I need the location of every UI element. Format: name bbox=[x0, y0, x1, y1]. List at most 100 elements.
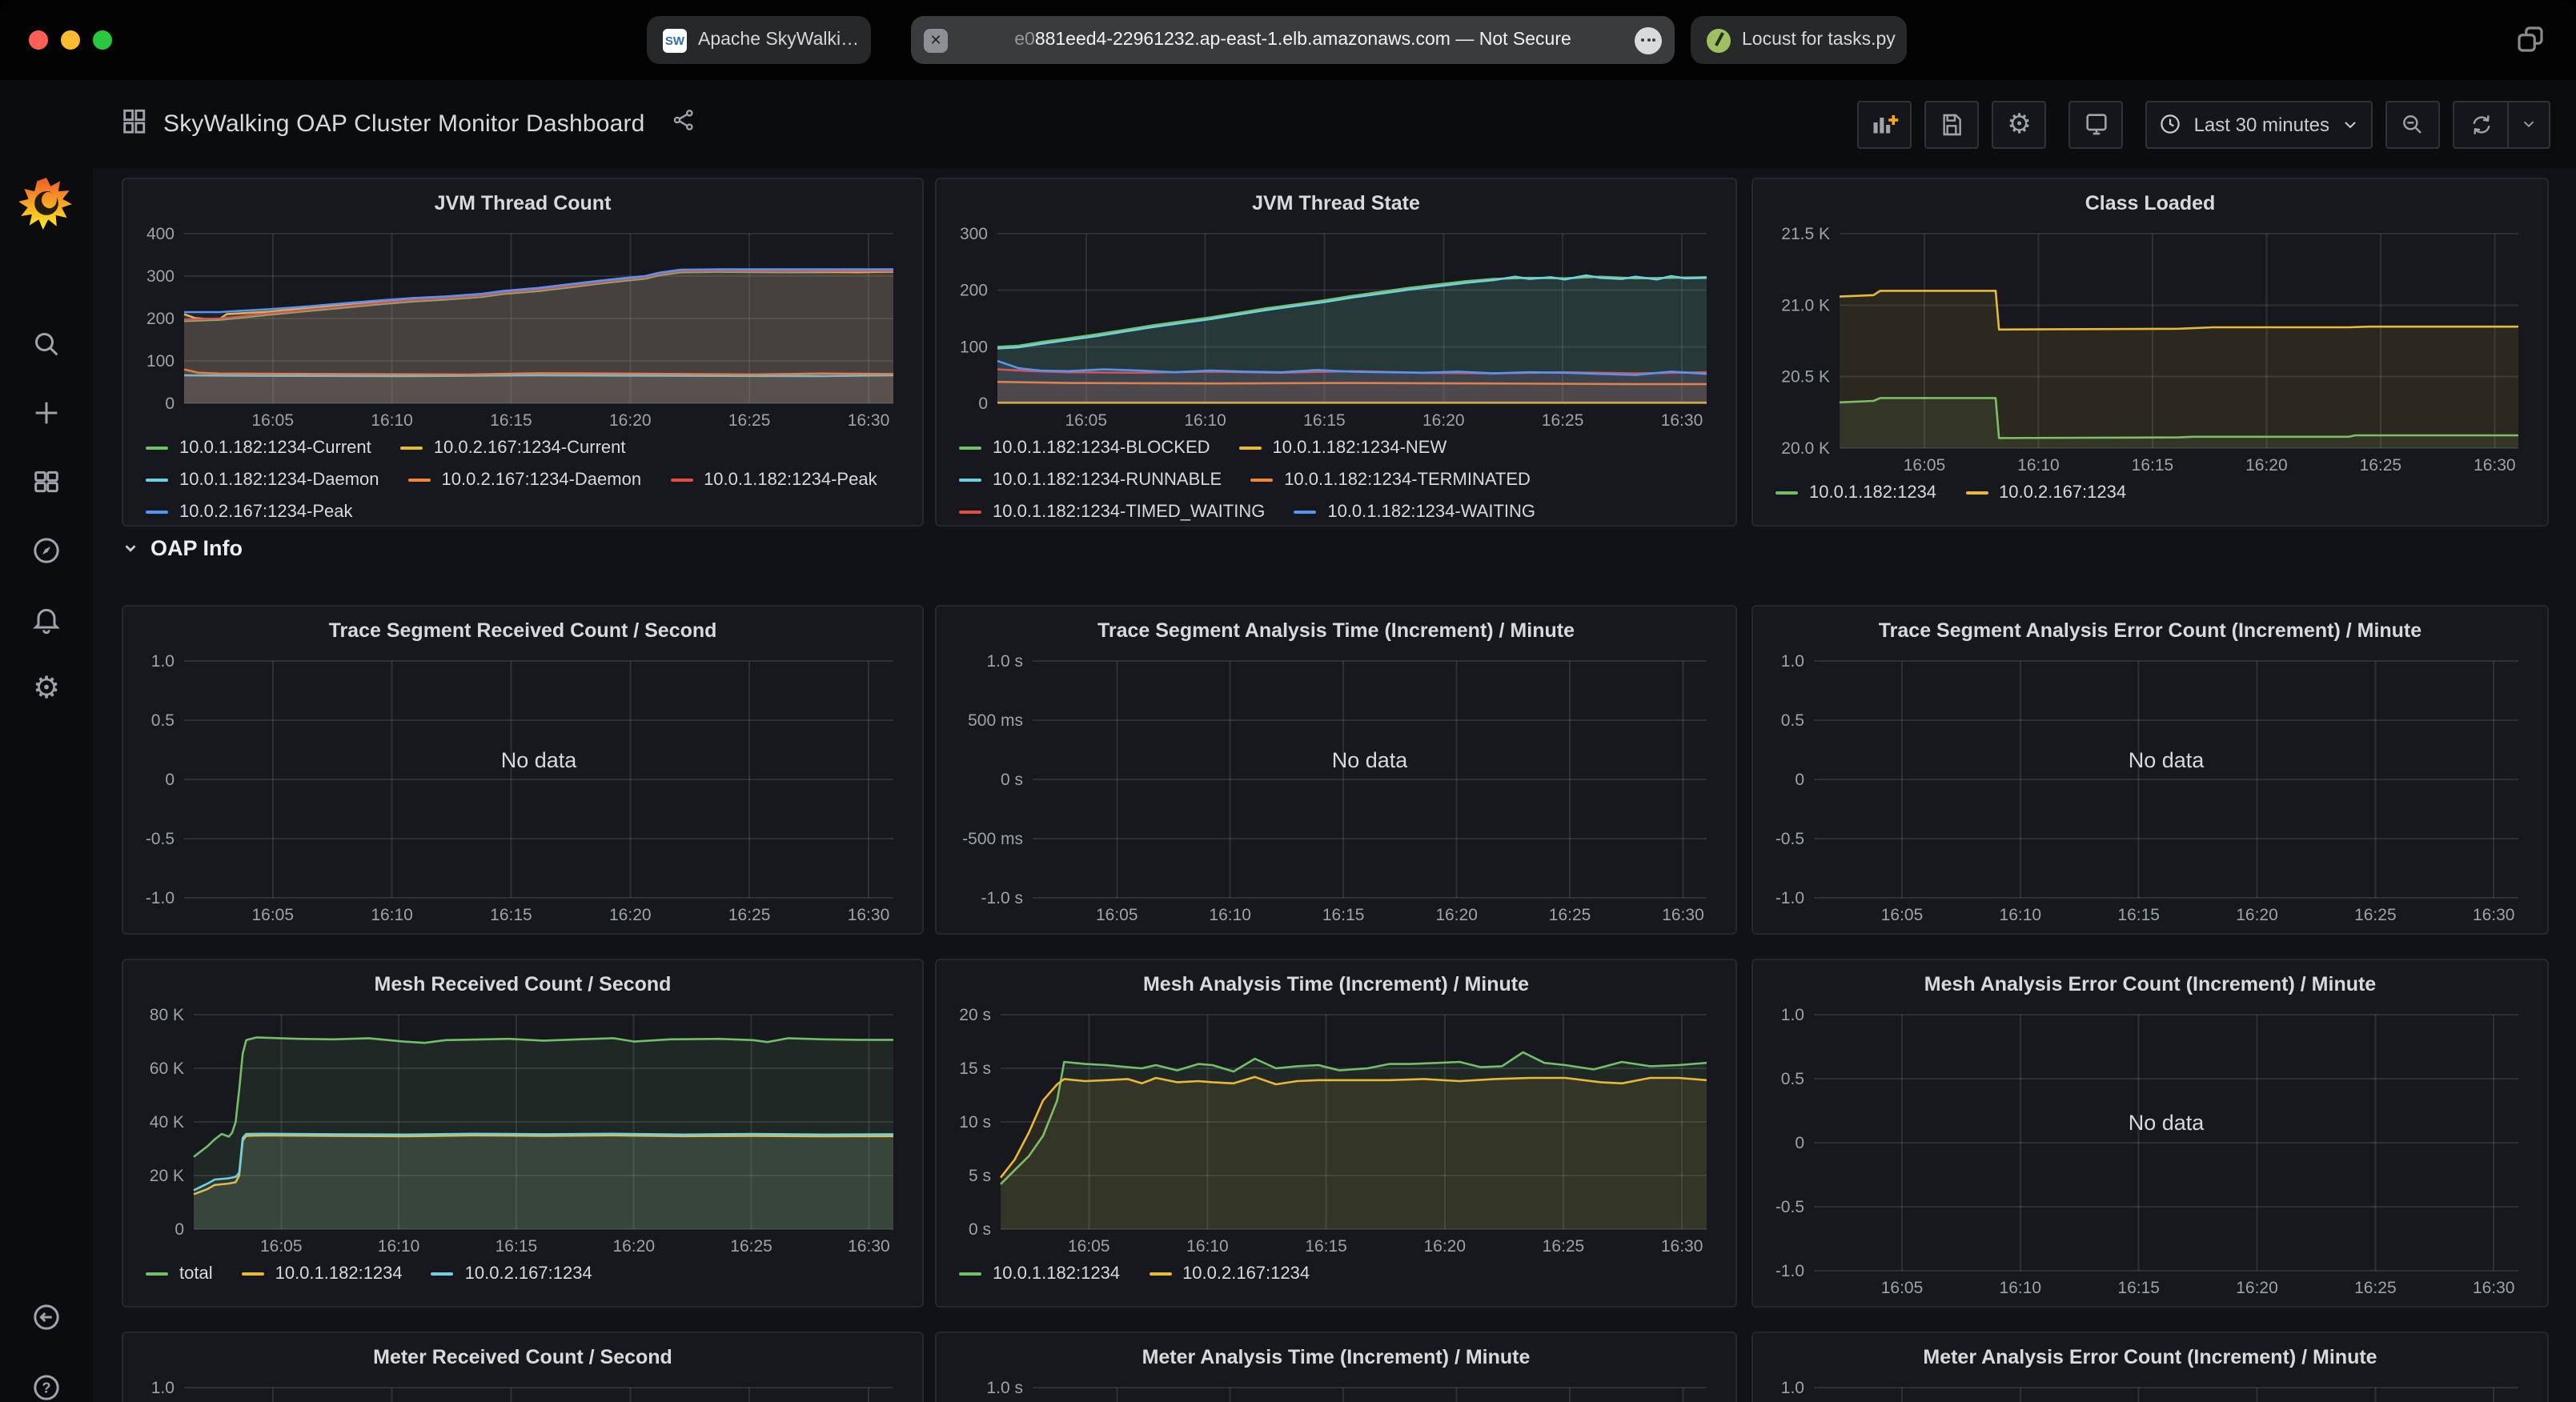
time-series-chart[interactable]: 80 K 60 K 40 K 20 K 0 16:05 16:10 16:15 16:20 16:… bbox=[136, 1002, 909, 1258]
alerting-bell-icon[interactable] bbox=[0, 592, 93, 647]
refresh-group bbox=[2453, 100, 2550, 148]
sign-in-icon[interactable] bbox=[0, 1290, 93, 1344]
legend-item[interactable]: 10.0.1.182:1234-BLOCKED bbox=[959, 439, 1210, 458]
panel-title[interactable]: Mesh Received Count / Second bbox=[374, 973, 672, 995]
minimize-window-button[interactable] bbox=[61, 30, 80, 50]
legend-series-marker bbox=[1965, 491, 1988, 495]
legend-item[interactable]: 10.0.1.182:1234-RUNNABLE bbox=[959, 471, 1222, 490]
panel-title[interactable]: Mesh Analysis Time (Increment) / Minute bbox=[1142, 973, 1530, 995]
panel-title[interactable]: Class Loaded bbox=[2084, 192, 2216, 214]
refresh-button[interactable] bbox=[2453, 100, 2507, 148]
zoom-out-button[interactable] bbox=[2385, 100, 2440, 148]
legend-item[interactable]: 10.0.1.182:1234-Peak bbox=[670, 471, 877, 490]
grafana-app: ⚙ ? SkyWalking OAP Cluster Monitor Dashb… bbox=[0, 80, 2576, 1402]
legend-item[interactable]: 10.0.2.167:1234 bbox=[1149, 1264, 1310, 1284]
tab-overview-icon[interactable] bbox=[2514, 22, 2547, 64]
legend-item[interactable]: 10.0.1.182:1234-Current bbox=[146, 439, 371, 458]
legend-item[interactable]: 10.0.2.167:1234-Peak bbox=[146, 503, 353, 522]
add-panel-button[interactable] bbox=[1857, 100, 1912, 148]
panel-title[interactable]: Meter Analysis Error Count (Increment) /… bbox=[1923, 1346, 2377, 1368]
cycle-view-mode-button[interactable] bbox=[2068, 100, 2124, 148]
tab-active-grafana[interactable]: ✕ e0881eed4-22961232.ap-east-1.elb.amazo… bbox=[911, 16, 1675, 64]
x-axis-tick: 16:25 bbox=[730, 1237, 772, 1256]
legend-series-label: 10.0.2.167:1234 bbox=[464, 1264, 592, 1284]
create-plus-icon[interactable] bbox=[0, 386, 93, 440]
chevron-down-icon bbox=[125, 544, 136, 551]
close-window-button[interactable] bbox=[29, 30, 48, 50]
legend-item[interactable]: 10.0.1.182:1234 bbox=[241, 1264, 403, 1284]
legend-item[interactable]: 10.0.1.182:1234-WAITING bbox=[1294, 503, 1535, 522]
tab-locust[interactable]: Locust for tasks.py bbox=[1691, 16, 1907, 64]
series-line-10-0-1-182-1234 bbox=[1000, 1051, 1707, 1185]
legend-item[interactable]: 10.0.1.182:1234-TIMED_WAITING bbox=[959, 503, 1265, 522]
panel-title[interactable]: Trace Segment Analysis Error Count (Incr… bbox=[1878, 619, 2422, 642]
x-axis-tick: 16:15 bbox=[2132, 456, 2174, 475]
legend-row: 10.0.1.182:1234-Current 10.0.2.167:1234-C… bbox=[146, 432, 909, 464]
legend-series-marker bbox=[959, 446, 981, 451]
tab-apache-skywalking[interactable]: SW Apache SkyWalki… bbox=[647, 16, 871, 64]
dashboards-icon[interactable] bbox=[0, 455, 93, 509]
x-axis-tick: 16:05 bbox=[1068, 1237, 1110, 1256]
legend-item[interactable]: total bbox=[146, 1264, 213, 1284]
y-axis-tick: 100 bbox=[146, 352, 175, 371]
x-axis-tick: 16:30 bbox=[2473, 1279, 2515, 1297]
panel-title[interactable]: Meter Analysis Time (Increment) / Minute bbox=[1142, 1346, 1531, 1368]
panel-title[interactable]: Trace Segment Analysis Time (Increment) … bbox=[1097, 619, 1575, 642]
series-line-10-0-1-182-1234-terminated bbox=[997, 380, 1707, 386]
legend-series-label: 10.0.1.182:1234-BLOCKED bbox=[993, 439, 1210, 458]
time-series-chart[interactable]: 1.00.50-0.5-1.016:0516:1016:1516:2016:25… bbox=[136, 1375, 909, 1402]
series-line-10-0-1-182-1234-waiting bbox=[997, 359, 1707, 376]
legend-item[interactable]: 10.0.1.182:1234-NEW bbox=[1238, 439, 1446, 458]
panel-title[interactable]: Mesh Analysis Error Count (Increment) / … bbox=[1924, 973, 2377, 995]
legend-item[interactable]: 10.0.2.167:1234 bbox=[431, 1264, 592, 1284]
legend-item[interactable]: 10.0.1.182:1234 bbox=[1776, 483, 1936, 503]
legend-item[interactable]: 10.0.2.167:1234-Current bbox=[399, 439, 626, 458]
search-icon[interactable] bbox=[0, 317, 93, 371]
legend-series-label: 10.0.1.182:1234 bbox=[993, 1264, 1121, 1284]
x-axis-tick: 16:25 bbox=[1549, 906, 1591, 924]
series-line-10-0-1-182-1234-blocked bbox=[997, 275, 1707, 348]
x-axis-tick: 16:10 bbox=[371, 906, 413, 924]
panel-title[interactable]: Meter Received Count / Second bbox=[373, 1346, 672, 1368]
help-icon[interactable]: ? bbox=[0, 1360, 93, 1402]
save-dashboard-button[interactable] bbox=[1924, 100, 1980, 148]
panel-jvm-thread-count: JVM Thread Count 400 300 200 100 0 16:05 16:10 1… bbox=[122, 178, 924, 527]
time-series-chart[interactable]: 20 s 15 s 10 s 5 s 0 s 16:05 16:10 16:15 16:20 16… bbox=[949, 1002, 1723, 1258]
close-tab-icon[interactable]: ✕ bbox=[924, 28, 948, 52]
legend-item[interactable]: 10.0.2.167:1234-Daemon bbox=[407, 471, 641, 490]
row-header-oap-info[interactable]: OAP Info bbox=[122, 527, 243, 568]
time-series-chart[interactable]: 300 200 100 0 16:05 16:10 16:15 16:20 16:25 16:30 bbox=[949, 221, 1723, 432]
configuration-gear-icon[interactable]: ⚙ bbox=[32, 671, 61, 705]
panel-title[interactable]: JVM Thread State bbox=[1252, 192, 1420, 214]
x-axis-tick: 16:25 bbox=[728, 411, 771, 430]
panel-title[interactable]: Trace Segment Received Count / Second bbox=[328, 619, 717, 642]
time-range-picker[interactable]: Last 30 minutes bbox=[2145, 100, 2373, 148]
dashboard-grid-icon[interactable] bbox=[120, 106, 147, 142]
panel-title[interactable]: JVM Thread Count bbox=[434, 192, 612, 214]
legend-item[interactable]: 10.0.2.167:1234 bbox=[1965, 483, 2126, 503]
refresh-interval-dropdown[interactable] bbox=[2507, 100, 2550, 148]
series-line-10-0-1-182-1234-peak bbox=[183, 269, 894, 321]
time-series-chart[interactable]: 400 300 200 100 0 16:05 16:10 16:15 16:20 16:25 16… bbox=[136, 221, 909, 432]
page-title[interactable]: SkyWalking OAP Cluster Monitor Dashboard bbox=[163, 110, 645, 138]
share-icon[interactable] bbox=[671, 107, 696, 141]
x-axis-tick: 16:20 bbox=[1422, 411, 1465, 430]
series-line-10-0-2-167-1234-peak bbox=[184, 268, 893, 314]
explore-compass-icon[interactable] bbox=[0, 523, 93, 578]
y-axis-tick: 1.0 s bbox=[986, 652, 1023, 671]
legend-item[interactable]: 10.0.1.182:1234-TERMINATED bbox=[1250, 471, 1531, 490]
time-series-chart[interactable]: 21.5 K 21.0 K 20.5 K 20.0 K 16:05 16:10 16:15 1… bbox=[1766, 221, 2534, 477]
zoom-window-button[interactable] bbox=[93, 30, 112, 50]
dashboard-settings-button[interactable]: ⚙ bbox=[1992, 100, 2047, 148]
legend-item[interactable]: 10.0.1.182:1234 bbox=[959, 1264, 1120, 1284]
tab-more-icon[interactable] bbox=[1635, 26, 1662, 54]
legend-item[interactable]: 10.0.1.182:1234-Daemon bbox=[146, 471, 379, 490]
grafana-logo[interactable] bbox=[0, 176, 93, 230]
time-series-chart[interactable]: 1.00.50-0.5-1.016:0516:1016:1516:2016:25… bbox=[1766, 1375, 2534, 1402]
panel-meter-analysis-error-count-increment-minute: Meter Analysis Error Count (Increment) /… bbox=[1751, 1332, 2549, 1402]
